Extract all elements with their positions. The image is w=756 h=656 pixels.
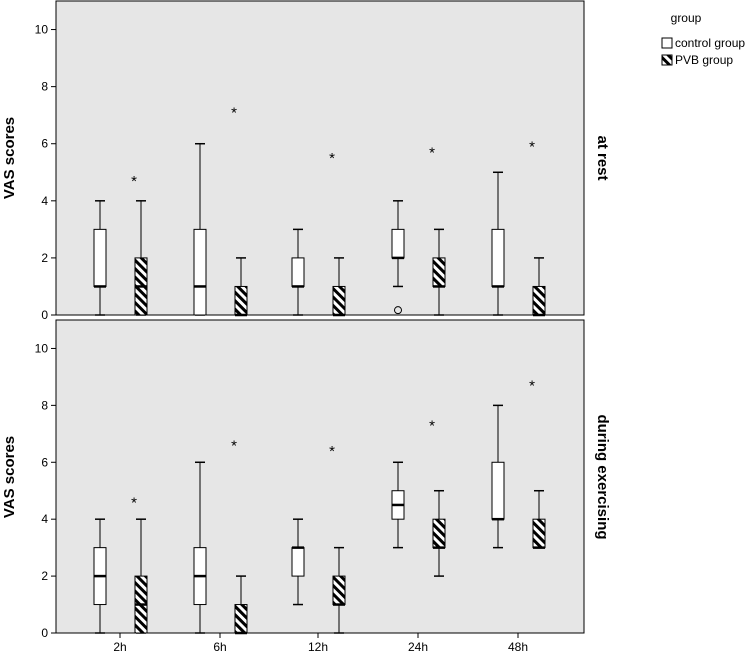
box-control: [491, 404, 505, 549]
box-control: [193, 142, 207, 316]
box-pvb: [234, 257, 248, 317]
box-pvb: [432, 489, 446, 577]
box-control: [291, 228, 305, 316]
box-iqr: [332, 285, 346, 316]
box-control: [291, 518, 305, 606]
significance-star: *: [429, 144, 435, 161]
box-iqr: [234, 604, 248, 634]
panel-label: at rest: [594, 135, 611, 180]
box-control: [491, 171, 505, 316]
x-tick-label: 24h: [408, 640, 428, 654]
legend-swatch-hatched: [661, 54, 673, 66]
legend-swatch-empty: [661, 37, 673, 49]
legend-item-pvb: PVB group: [661, 53, 733, 67]
box-iqr: [491, 461, 505, 520]
y-tick-label: 4: [41, 194, 48, 208]
significance-star: *: [429, 417, 435, 434]
outlier-point: [394, 306, 402, 315]
box-pvb: [532, 257, 546, 317]
panel-at-rest: 0 2 4 6 8 10 * * * * * VAS scores at rest: [1, 0, 611, 322]
significance-star: *: [529, 139, 535, 156]
legend-item-control: control group: [661, 36, 745, 50]
y-tick-label: 10: [35, 23, 49, 37]
box-control: [391, 461, 405, 549]
panel-during-exercising: 0 2 4 6 8 10 * * * * * VAS scores during exercisi…: [1, 319, 611, 640]
significance-star: *: [231, 104, 237, 121]
boxes: * * * * *: [93, 104, 546, 317]
significance-star: *: [329, 443, 335, 460]
y-tick-label: 10: [35, 341, 49, 355]
x-axis: 2h 6h 12h 24h 48h: [113, 633, 528, 654]
y-tick-label: 6: [41, 137, 48, 151]
box-pvb: [332, 257, 346, 317]
box-pvb: [532, 489, 546, 549]
y-tick-label: 6: [41, 455, 48, 469]
x-tick-label: 2h: [113, 640, 126, 654]
box-control: [93, 518, 107, 634]
box-iqr: [332, 575, 346, 606]
box-iqr: [193, 228, 207, 316]
box-control: [193, 461, 207, 634]
significance-star: *: [131, 494, 137, 511]
box-pvb: [134, 200, 148, 316]
y-tick-label: 8: [41, 398, 48, 412]
legend: group control group PVB group: [661, 11, 745, 67]
y-tick-label: 2: [41, 251, 48, 265]
y-tick-label: 0: [41, 308, 48, 322]
box-control: [391, 200, 405, 288]
box-iqr: [432, 257, 446, 287]
y-tick-label: 0: [41, 626, 48, 640]
significance-star: *: [131, 173, 137, 190]
box-pvb: [332, 546, 346, 634]
boxes: * * * * *: [93, 378, 546, 635]
y-axis-label: VAS scores: [1, 117, 18, 199]
legend-label: PVB group: [675, 53, 733, 67]
y-axis-label: VAS scores: [1, 436, 18, 518]
box-iqr: [532, 285, 546, 316]
legend-label: control group: [675, 36, 745, 50]
y-axis: 0 2 4 6 8 10: [35, 23, 56, 322]
box-iqr: [532, 518, 546, 549]
box-iqr: [432, 518, 446, 549]
box-iqr: [291, 257, 305, 287]
legend-title: group: [671, 11, 702, 25]
x-tick-label: 12h: [308, 640, 328, 654]
box-iqr: [391, 228, 405, 259]
y-tick-label: 2: [41, 569, 48, 583]
box-control: [93, 200, 107, 316]
panel-label: during exercising: [594, 414, 611, 539]
box-pvb: [134, 518, 148, 634]
box-pvb: [432, 228, 446, 316]
y-tick-label: 8: [41, 80, 48, 94]
significance-star: *: [329, 150, 335, 167]
significance-star: *: [529, 378, 535, 395]
x-tick-label: 6h: [213, 640, 226, 654]
box-pvb: [234, 575, 248, 635]
significance-star: *: [231, 437, 237, 454]
y-tick-label: 4: [41, 512, 48, 526]
x-tick-label: 48h: [508, 640, 528, 654]
box-iqr: [491, 228, 505, 287]
box-iqr: [234, 285, 248, 316]
box-iqr: [93, 228, 107, 287]
y-axis: 0 2 4 6 8 10: [35, 341, 56, 640]
box-iqr: [291, 547, 305, 577]
